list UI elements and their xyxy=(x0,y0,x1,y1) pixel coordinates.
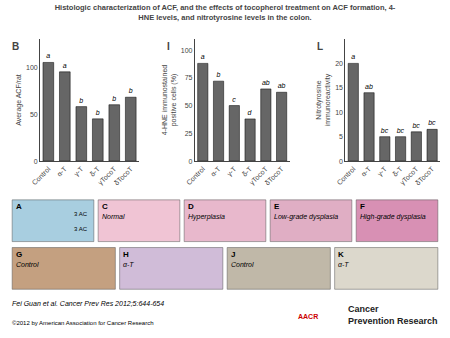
svg-text:δTocoT: δTocoT xyxy=(113,165,135,187)
svg-text:15: 15 xyxy=(335,84,343,91)
svg-text:a: a xyxy=(201,53,205,60)
svg-text:a: a xyxy=(46,52,50,59)
svg-text:ab: ab xyxy=(278,82,286,89)
svg-text:B: B xyxy=(12,41,19,52)
svg-text:α-T: α-T xyxy=(209,165,222,178)
svg-text:α-T: α-T xyxy=(338,261,349,268)
svg-text:0: 0 xyxy=(34,158,38,165)
svg-text:100: 100 xyxy=(26,64,38,71)
svg-text:Control: Control xyxy=(185,165,206,186)
svg-text:Control: Control xyxy=(231,261,254,268)
svg-text:α-T: α-T xyxy=(123,261,134,268)
svg-text:b: b xyxy=(217,71,221,78)
svg-text:a: a xyxy=(351,53,355,60)
svg-text:γ-T: γ-T xyxy=(225,165,238,178)
svg-text:b: b xyxy=(112,95,116,102)
svg-text:A: A xyxy=(16,202,22,211)
svg-text:Low-grade dysplasia: Low-grade dysplasia xyxy=(274,213,338,221)
svg-text:50: 50 xyxy=(30,111,38,118)
svg-text:Fei Guan et al. Cancer Prev Re: Fei Guan et al. Cancer Prev Res 2012;5:6… xyxy=(12,300,164,307)
svg-text:ab: ab xyxy=(365,83,373,90)
svg-text:50: 50 xyxy=(185,102,193,109)
svg-text:©2012 by American Association: ©2012 by American Association for Cancer… xyxy=(12,320,154,326)
svg-text:25: 25 xyxy=(185,130,193,137)
svg-text:δTocoT: δTocoT xyxy=(264,165,286,187)
svg-text:J: J xyxy=(231,250,235,259)
svg-text:Histologic characterization of: Histologic characterization of ACF, and … xyxy=(55,3,396,22)
svg-text:3 AC: 3 AC xyxy=(74,226,88,232)
svg-text:δ-T: δ-T xyxy=(89,165,102,178)
svg-text:75: 75 xyxy=(185,74,193,81)
svg-text:ab: ab xyxy=(262,79,270,86)
svg-text:γ-T: γ-T xyxy=(376,165,389,178)
svg-text:α-T: α-T xyxy=(56,165,69,178)
svg-text:γ-T: γ-T xyxy=(72,165,85,178)
svg-text:5: 5 xyxy=(339,133,343,140)
svg-text:c: c xyxy=(232,96,236,103)
svg-text:G: G xyxy=(16,250,22,259)
svg-text:20: 20 xyxy=(335,60,343,67)
svg-text:b: b xyxy=(79,97,83,104)
svg-text:γTocoT: γTocoT xyxy=(399,165,421,187)
svg-text:10: 10 xyxy=(335,109,343,116)
svg-text:I: I xyxy=(167,41,170,52)
svg-text:δ-T: δ-T xyxy=(391,165,404,178)
svg-text:Control: Control xyxy=(16,261,39,268)
svg-text:bc: bc xyxy=(397,127,405,134)
svg-text:γTocoT: γTocoT xyxy=(97,165,119,187)
svg-text:4-HNE immunostainedpositive ce: 4-HNE immunostainedpositive cells (%) xyxy=(161,65,178,136)
svg-text:d: d xyxy=(248,109,253,116)
svg-text:γTocoT: γTocoT xyxy=(248,165,270,187)
svg-text:b: b xyxy=(96,109,100,116)
svg-text:CancerPrevention Research: CancerPrevention Research xyxy=(348,304,438,326)
svg-text:bc: bc xyxy=(428,119,436,126)
svg-text:Hyperplasia: Hyperplasia xyxy=(188,213,225,221)
svg-text:a: a xyxy=(63,62,67,69)
svg-text:100: 100 xyxy=(181,47,193,54)
svg-text:Control: Control xyxy=(31,165,52,186)
svg-text:0: 0 xyxy=(189,158,193,165)
svg-text:δ-T: δ-T xyxy=(241,165,254,178)
svg-text:H: H xyxy=(123,250,129,259)
svg-text:0: 0 xyxy=(339,158,343,165)
svg-text:K: K xyxy=(338,250,344,259)
svg-text:bc: bc xyxy=(412,122,420,129)
svg-text:Nitrotyrosineimmunoreactivity: Nitrotyrosineimmunoreactivity xyxy=(315,73,332,126)
svg-text:E: E xyxy=(274,202,280,211)
svg-text:bc: bc xyxy=(381,127,389,134)
svg-text:α-T: α-T xyxy=(360,165,373,178)
svg-text:b: b xyxy=(129,87,133,94)
svg-text:High-grade dysplasia: High-grade dysplasia xyxy=(360,213,426,221)
svg-text:F: F xyxy=(360,202,365,211)
svg-text:AACR: AACR xyxy=(298,313,318,320)
svg-text:L: L xyxy=(317,41,323,52)
svg-text:C: C xyxy=(102,202,108,211)
svg-text:D: D xyxy=(188,202,194,211)
svg-text:Control: Control xyxy=(336,165,357,186)
svg-text:Average ACF/rat: Average ACF/rat xyxy=(15,74,23,126)
svg-text:δTocoT: δTocoT xyxy=(414,165,436,187)
svg-text:Normal: Normal xyxy=(102,213,125,220)
svg-text:3 AC: 3 AC xyxy=(74,211,88,217)
